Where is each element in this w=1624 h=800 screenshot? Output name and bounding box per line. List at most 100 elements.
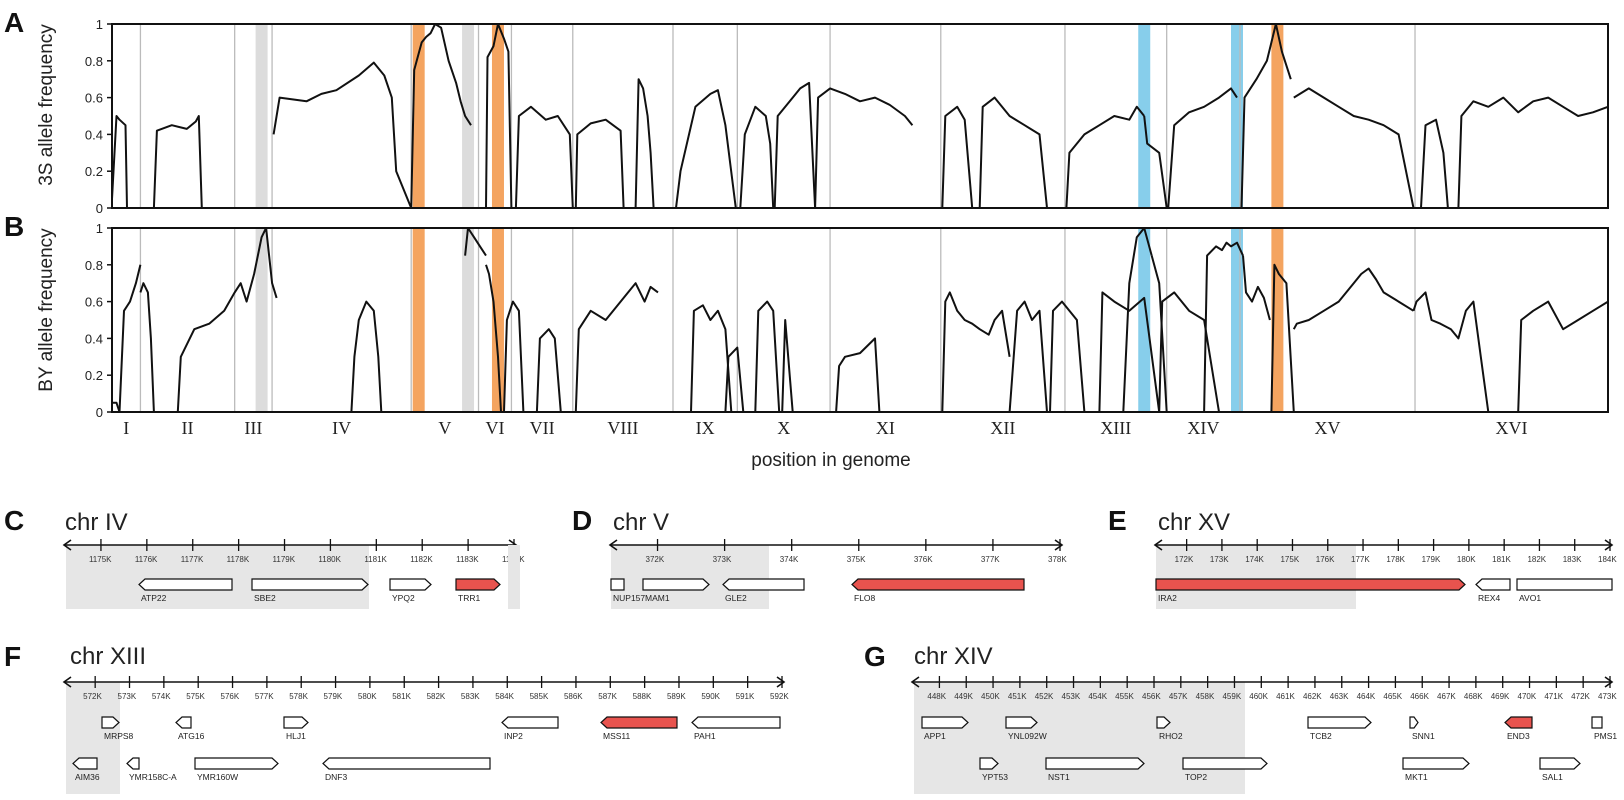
chromosome-label-XIII: XIII [1100, 418, 1131, 438]
allele-trace-6 [485, 264, 502, 413]
gene-flo8 [851, 578, 1025, 591]
gene-label: HLJ1 [286, 731, 306, 741]
allele-trace-13 [781, 319, 794, 413]
panel-f-region: 572K 573K 574K 575K 576K 577K 578K 579K 580K 581K… [62, 676, 789, 794]
axis-arrow-left [910, 676, 920, 688]
highlight-band-0 [255, 24, 268, 208]
panel-letter-d: D [572, 505, 592, 536]
kb-tick-label: 466K [1410, 692, 1429, 701]
gene-label: NUP157 [613, 593, 645, 603]
allele-trace-18 [1293, 87, 1415, 209]
kb-tick-label: 1178K [227, 555, 250, 564]
gene-rex4 [1475, 578, 1511, 591]
allele-trace-16 [1167, 87, 1238, 209]
panel-a-chart: 0 0.2 0.4 0.6 0.8 1 [85, 17, 1609, 216]
gene-nup157 [610, 578, 625, 591]
gene-label: PMS1 [1594, 731, 1617, 741]
allele-trace-13 [978, 96, 1048, 209]
gene-label: YMR160W [197, 772, 238, 782]
gene-ymr160w [194, 757, 279, 770]
kb-tick-label: 1182K [410, 555, 433, 564]
highlight-band-2 [412, 228, 425, 412]
kb-tick-label: 577K [255, 692, 274, 701]
highlight-band-3 [491, 24, 504, 208]
kb-tick-label: 1175K [89, 555, 112, 564]
allele-trace-22 [1203, 241, 1244, 413]
allele-trace-17 [1049, 300, 1086, 413]
gene-ypq2 [389, 578, 432, 591]
allele-trace-1 [152, 115, 203, 209]
chromosome-label-VIII: VIII [607, 418, 638, 438]
kb-tick-label: 180K [1457, 555, 1476, 564]
gene-label: SBE2 [254, 593, 276, 603]
shaded-interval [914, 682, 1245, 794]
kb-tick-label: 172K [1175, 555, 1194, 564]
allele-trace-0 [111, 115, 128, 209]
allele-trace-24 [1270, 263, 1295, 413]
allele-trace-2 [139, 282, 155, 413]
allele-trace-5 [514, 105, 574, 209]
gene-hlj1 [283, 716, 309, 729]
highlight-band-6 [1230, 228, 1243, 412]
kb-tick-label: 464K [1357, 692, 1376, 701]
axis-arrow-right [1604, 539, 1614, 551]
panel-d-title: chr V [613, 509, 669, 536]
panel-e-region: 172K 173K 174K 175K 176K 177K 178K 179K 180K 181K… [1153, 539, 1617, 609]
panel-letter-a: A [4, 7, 24, 38]
highlight-band-1 [462, 24, 475, 208]
gene-avo1 [1516, 578, 1613, 591]
axis-arrow-left [1153, 539, 1163, 551]
y-tick-label: 0.6 [85, 91, 103, 106]
highlight-band-6 [1230, 24, 1243, 208]
gene-end3 [1504, 716, 1533, 729]
allele-trace-8 [535, 328, 562, 413]
chromosome-label-XVI: XVI [1496, 418, 1528, 438]
kb-tick-label: 1177K [181, 555, 204, 564]
gene-label: NST1 [1048, 772, 1070, 782]
gene-app1 [921, 716, 969, 729]
gene-mkt1 [1402, 757, 1470, 770]
kb-tick-label: 468K [1464, 692, 1483, 701]
allele-trace-8 [675, 89, 737, 209]
gene-snn1 [1409, 716, 1419, 729]
allele-trace-9 [739, 105, 775, 209]
gene-ynl092w [1005, 716, 1038, 729]
kb-tick-label: 461K [1276, 692, 1295, 701]
gene-top2 [1182, 757, 1268, 770]
allele-trace-16 [1008, 300, 1048, 413]
kb-tick-label: 1183K [456, 555, 479, 564]
kb-tick-label: 472K [1571, 692, 1590, 701]
gene-label: REX4 [1478, 593, 1500, 603]
allele-trace-2 [272, 61, 413, 209]
axis-arrow-right [1054, 539, 1064, 551]
chromosome-label-XIV: XIV [1187, 418, 1219, 438]
gene-label: SAL1 [1542, 772, 1563, 782]
kb-tick-label: 588K [633, 692, 652, 701]
gene-ypt53 [979, 757, 999, 770]
gene-label: MRPS8 [104, 731, 134, 741]
kb-tick-label: 452K [1035, 692, 1054, 701]
kb-tick-label: 174K [1245, 555, 1264, 564]
y-tick-label: 0.4 [85, 127, 103, 142]
chromosome-label-I: I [123, 418, 129, 438]
kb-tick-label: 375K [847, 555, 866, 564]
kb-tick-label: 372K [646, 555, 665, 564]
kb-tick-label: 449K [954, 692, 973, 701]
panel-f-title: chr XIII [70, 643, 146, 670]
kb-tick-label: 467K [1437, 692, 1456, 701]
kb-tick-label: 1181K [364, 555, 387, 564]
kb-tick-label: 453K [1062, 692, 1081, 701]
panel-g-region: 448K 449K 450K 451K 452K 453K 454K 455K 456K 457K… [910, 676, 1617, 794]
kb-tick-label: 455K [1115, 692, 1134, 701]
gene-label: MSS11 [603, 731, 631, 741]
y-tick-label: 0.6 [85, 295, 103, 310]
panel-b-chart: 0 0.2 0.4 0.6 0.8 1 [85, 221, 1609, 420]
kb-tick-label: 376K [914, 555, 933, 564]
axis-arrow-right [1604, 676, 1614, 688]
kb-tick-label: 177K [1351, 555, 1370, 564]
shaded-interval-right [508, 545, 520, 609]
kb-tick-label: 574K [152, 692, 171, 701]
panel-letter-b: B [4, 211, 24, 242]
gene-mss11 [600, 716, 678, 729]
kb-tick-label: 580K [358, 692, 377, 701]
